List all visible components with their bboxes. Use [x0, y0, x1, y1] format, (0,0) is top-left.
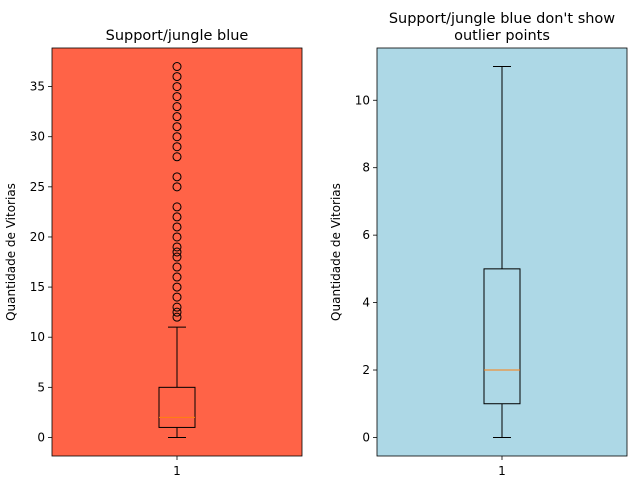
- y-tick-label: 30: [30, 130, 45, 144]
- outlier-point: [172, 202, 182, 212]
- outlier-point: [172, 172, 182, 182]
- outlier-point: [172, 152, 182, 162]
- axes-frame: [376, 47, 628, 457]
- y-tick-label: 15: [30, 280, 45, 294]
- outlier-point: [172, 212, 182, 222]
- axes-frame: [51, 47, 303, 457]
- chart-title: Support/jungle blue don't show: [389, 11, 615, 27]
- outlier-point: [172, 282, 182, 292]
- outlier-point: [172, 132, 182, 142]
- box-iqr: [158, 386, 196, 428]
- y-tick-label: 2: [362, 363, 370, 377]
- plot-background: [52, 48, 302, 456]
- box-iqr: [483, 268, 521, 405]
- outlier-point: [172, 112, 182, 122]
- chart-title: outlier points: [454, 28, 550, 44]
- y-tick-label: 10: [355, 93, 370, 107]
- outlier-point: [172, 222, 182, 232]
- outlier-point: [172, 92, 182, 102]
- outlier-point: [172, 247, 182, 257]
- outlier-point: [172, 312, 182, 322]
- outlier-point: [172, 72, 182, 82]
- y-tick-label: 4: [362, 296, 370, 310]
- outlier-point: [172, 232, 182, 242]
- y-tick-label: 20: [30, 230, 45, 244]
- y-tick-label: 6: [362, 228, 370, 242]
- y-tick-label: 5: [37, 380, 45, 394]
- x-tick-label: 1: [173, 464, 181, 478]
- outlier-point: [172, 307, 182, 317]
- y-tick-label: 25: [30, 180, 45, 194]
- y-tick-label: 8: [362, 161, 370, 175]
- outlier-point: [172, 182, 182, 192]
- outlier-point: [172, 292, 182, 302]
- y-tick-label: 0: [37, 430, 45, 444]
- y-tick-label: 35: [30, 80, 45, 94]
- outlier-point: [172, 242, 182, 252]
- chart-title: Support/jungle blue: [106, 28, 249, 44]
- outlier-point: [172, 62, 182, 72]
- y-axis-label: Quantidade de Vitorias: [329, 183, 343, 321]
- x-tick-label: 1: [498, 464, 506, 478]
- outlier-point: [172, 122, 182, 132]
- outlier-point: [172, 302, 182, 312]
- outlier-point: [172, 262, 182, 272]
- outlier-point: [172, 102, 182, 112]
- y-tick-label: 10: [30, 330, 45, 344]
- outlier-point: [172, 142, 182, 152]
- outlier-point: [172, 252, 182, 262]
- chart-panel-1: Support/jungle blue Quantidade de Vitoria…: [4, 28, 303, 478]
- outlier-point: [172, 272, 182, 282]
- y-tick-label: 0: [362, 430, 370, 444]
- y-axis-label: Quantidade de Vitorias: [4, 183, 18, 321]
- outlier-point: [172, 82, 182, 92]
